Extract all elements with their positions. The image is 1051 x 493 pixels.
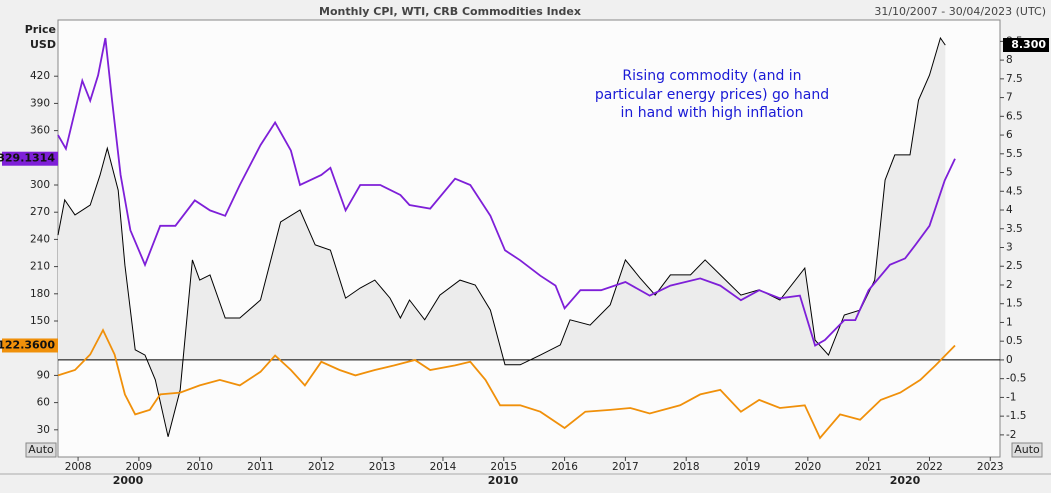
line — [57, 36, 946, 437]
y2-tick-label: 4.5 — [1006, 185, 1023, 197]
y2-tick-label: -1.5 — [1006, 410, 1027, 422]
chart-title: Monthly CPI, WTI, CRB Commodities Index — [319, 5, 581, 18]
y2-tick-label: 6.5 — [1006, 110, 1023, 122]
y2-tick-label: 0.5 — [1006, 335, 1023, 347]
x-tick-label: 2011 — [247, 461, 274, 473]
current-value-box — [1003, 38, 1049, 52]
x-tick-label: 2022 — [916, 461, 943, 473]
y2-tick-label: -2 — [1006, 429, 1016, 441]
y2-tick-label: 3 — [1006, 241, 1013, 253]
y-tick-label: 270 — [30, 206, 50, 218]
x-tick-label: 2015 — [490, 461, 517, 473]
plot-area — [57, 19, 1001, 458]
x-tick-label: 2016 — [551, 461, 578, 473]
y-tick-label: 90 — [37, 369, 50, 381]
x-tick-label: 2017 — [612, 461, 639, 473]
y2-tick-label: 5 — [1006, 167, 1013, 179]
decade-label: 2000 — [113, 474, 144, 487]
y2-tick-label: 3.5 — [1006, 223, 1023, 235]
auto-button[interactable] — [25, 442, 57, 458]
y-label: USD — [30, 38, 56, 51]
x-tick-label: 2023 — [977, 461, 1004, 473]
line — [57, 328, 956, 440]
y-tick-label: 390 — [30, 97, 50, 109]
x-tick-label: 2021 — [855, 461, 882, 473]
annotation-line: in hand with high inflation — [621, 105, 804, 121]
y-label: Price — [25, 23, 56, 36]
auto-button-label[interactable]: Auto — [1014, 443, 1040, 456]
y-tick-label: 300 — [30, 179, 50, 191]
annotation: Rising commodity (and in particular ener… — [595, 68, 829, 121]
x-tick-label: 2020 — [794, 461, 821, 473]
x-tick-label: 2013 — [369, 461, 396, 473]
y-tick-label: 240 — [30, 233, 50, 245]
x-tick-label: 2018 — [673, 461, 700, 473]
y2-tick-label: 1.5 — [1006, 298, 1023, 310]
x-tick-label: 2010 — [186, 461, 213, 473]
auto-button[interactable] — [1011, 442, 1043, 458]
current-value-box — [2, 151, 58, 166]
current-value-label: 329.1314 — [0, 152, 55, 165]
y-tick-label: 420 — [30, 70, 50, 82]
auto-button-label[interactable]: Auto — [28, 443, 54, 456]
y-tick-label: 60 — [37, 397, 50, 409]
y2-tick-label: 2.5 — [1006, 260, 1023, 272]
annotation-line: particular energy prices) go hand — [595, 87, 829, 103]
y2-tick-label: 2 — [1006, 279, 1013, 291]
current-value-box — [2, 338, 58, 353]
y2-tick-label: -0.5 — [1006, 373, 1027, 385]
y2-tick-label: 1 — [1006, 316, 1013, 328]
x-tick-label: 2009 — [126, 461, 153, 473]
x-tick-label: 2014 — [430, 461, 457, 473]
y2-tick-label: 7 — [1006, 92, 1013, 104]
annotation-line: Rising commodity (and in — [622, 68, 801, 84]
date-range: 31/10/2007 - 30/04/2023 (UTC) — [874, 5, 1046, 18]
y2-tick-label: 0 — [1006, 354, 1013, 366]
y-tick-label: 210 — [30, 261, 50, 273]
area — [58, 38, 946, 437]
current-value-label: 8.300 — [1011, 38, 1046, 51]
line — [57, 37, 956, 347]
y-tick-label: 150 — [30, 315, 50, 327]
y2-tick-label: 4 — [1006, 204, 1013, 216]
y2-tick-label: -1 — [1006, 391, 1016, 403]
current-value-label: 122.3600 — [0, 338, 55, 351]
decade-label: 2020 — [890, 474, 921, 487]
y2-tick-label: 7.5 — [1006, 73, 1023, 85]
x-tick-label: 2019 — [734, 461, 761, 473]
y2-tick-label: 5.5 — [1006, 148, 1023, 160]
y2-tick-label: 6 — [1006, 129, 1013, 141]
decade-label: 2010 — [488, 474, 519, 487]
y2-tick-label: 8 — [1006, 54, 1013, 66]
y-tick-label: 360 — [30, 125, 50, 137]
x-tick-label: 2012 — [308, 461, 335, 473]
x-tick-label: 2008 — [65, 461, 92, 473]
y-tick-label: 180 — [30, 288, 50, 300]
y-tick-label: 30 — [37, 424, 50, 436]
